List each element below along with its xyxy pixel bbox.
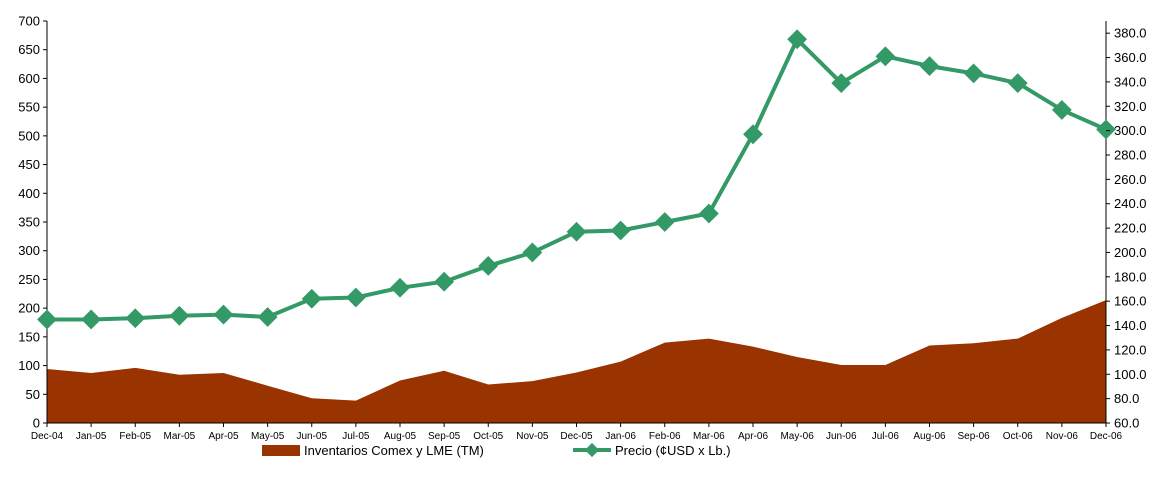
price-point: [345, 287, 366, 308]
price-point: [963, 63, 984, 84]
right-tick-label: 260.0: [1114, 172, 1147, 187]
x-tick-label: Apr-05: [208, 431, 238, 442]
x-tick-label: Nov-05: [516, 431, 549, 442]
left-tick-label: 700: [18, 14, 40, 29]
left-tick-label: 50: [26, 387, 40, 402]
area-fill: [47, 300, 1106, 423]
x-tick-label: Aug-05: [384, 431, 417, 442]
price-point: [566, 221, 587, 242]
right-tick-label: 300.0: [1114, 123, 1147, 138]
x-tick-label: Oct-05: [473, 431, 503, 442]
right-tick-label: 60.0: [1114, 416, 1139, 431]
legend-marker-precio: [584, 442, 600, 458]
right-tick-label: 340.0: [1114, 74, 1147, 89]
x-tick-label: Feb-05: [119, 431, 151, 442]
x-tick-label: Jan-05: [76, 431, 107, 442]
right-tick-label: 140.0: [1114, 318, 1147, 333]
right-tick-label: 100.0: [1114, 367, 1147, 382]
left-tick-label: 450: [18, 157, 40, 172]
price-point: [1096, 119, 1116, 140]
price-point: [37, 309, 57, 330]
right-tick-label: 380.0: [1114, 26, 1147, 41]
price-point: [610, 220, 631, 241]
price-point: [478, 255, 499, 276]
right-tick-label: 240.0: [1114, 196, 1147, 211]
x-tick-label: Aug-06: [913, 431, 946, 442]
left-tick-label: 200: [18, 301, 40, 316]
x-tick-label: Dec-05: [560, 431, 593, 442]
left-tick-label: 150: [18, 329, 40, 344]
area-series-inventarios: [47, 300, 1106, 423]
x-tick-label: Dec-04: [31, 431, 64, 442]
x-tick-label: May-05: [251, 431, 285, 442]
right-tick-label: 200.0: [1114, 245, 1147, 260]
price-line: [47, 37, 1107, 322]
price-point: [213, 304, 234, 325]
price-point: [875, 46, 896, 67]
x-tick-label: Jul-05: [342, 431, 370, 442]
x-tick-label: Oct-06: [1003, 431, 1033, 442]
x-tick-label: Jun-06: [826, 431, 857, 442]
x-tick-label: Feb-06: [649, 431, 681, 442]
left-tick-label: 250: [18, 272, 40, 287]
x-tick-label: Apr-06: [738, 431, 768, 442]
x-tick-label: Mar-06: [693, 431, 725, 442]
right-tick-label: 320.0: [1114, 99, 1147, 114]
price-point: [301, 288, 322, 309]
right-tick-label: 360.0: [1114, 50, 1147, 65]
price-point: [522, 242, 543, 263]
price-point: [81, 309, 102, 330]
right-tick-label: 80.0: [1114, 391, 1139, 406]
price-point: [919, 56, 940, 76]
price-point: [434, 271, 455, 292]
left-tick-label: 100: [18, 358, 40, 373]
left-tick-label: 400: [18, 186, 40, 201]
x-tick-label: Sep-06: [958, 431, 991, 442]
left-tick-label: 550: [18, 100, 40, 115]
x-axis-ticks: Dec-04 Jan-05 Feb-05 Mar-05 Apr-05 May-05 Jun-…: [31, 423, 1123, 442]
price-point: [698, 203, 719, 224]
price-point: [743, 124, 763, 145]
legend: Inventarios Comex y LME (TM) Precio (¢US…: [262, 442, 731, 458]
left-axis-ticks: 0 50 100 150 200 250 300 350 400 450 500 550 600 650 7…: [18, 14, 47, 431]
left-tick-label: 300: [18, 243, 40, 258]
price-point: [257, 307, 278, 327]
x-tick-label: Jun-05: [296, 431, 327, 442]
x-tick-label: Nov-06: [1046, 431, 1079, 442]
price-point: [1007, 73, 1028, 94]
legend-label-inventarios: Inventarios Comex y LME (TM): [304, 443, 484, 458]
price-point: [654, 212, 675, 232]
line-series-precio: [37, 29, 1116, 330]
price-point: [390, 277, 410, 298]
legend-swatch-inventarios: [262, 445, 300, 456]
legend-label-precio: Precio (¢USD x Lb.): [615, 443, 731, 458]
x-tick-label: Mar-05: [164, 431, 196, 442]
price-point: [169, 305, 190, 326]
x-tick-label: May-06: [780, 431, 814, 442]
left-tick-label: 350: [18, 215, 40, 230]
right-tick-label: 280.0: [1114, 148, 1147, 163]
right-tick-label: 160.0: [1114, 294, 1147, 309]
right-tick-label: 120.0: [1114, 342, 1147, 357]
left-tick-label: 600: [18, 71, 40, 86]
right-axis-ticks: 60.0 80.0 100.0 120.0 140.0 160.0 180.0 200.0 22…: [1106, 26, 1147, 431]
x-tick-label: Dec-06: [1090, 431, 1123, 442]
price-point: [1051, 100, 1072, 120]
right-tick-label: 180.0: [1114, 269, 1147, 284]
price-point: [125, 308, 146, 329]
right-tick-label: 220.0: [1114, 221, 1147, 236]
left-tick-label: 0: [33, 416, 40, 431]
left-tick-label: 500: [18, 128, 40, 143]
x-tick-label: Sep-05: [428, 431, 461, 442]
x-tick-label: Jan-06: [605, 431, 636, 442]
left-tick-label: 650: [18, 42, 40, 57]
x-tick-label: Jul-06: [872, 431, 900, 442]
